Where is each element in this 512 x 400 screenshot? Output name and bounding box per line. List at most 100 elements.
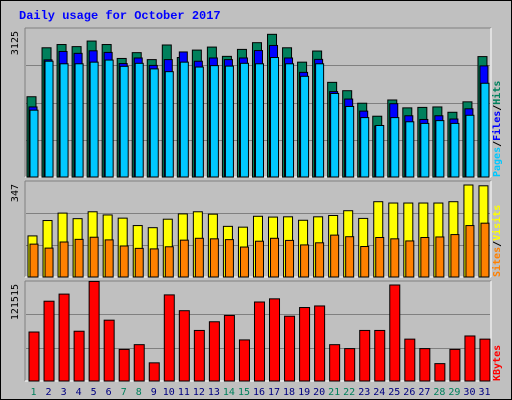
kbytes-bar — [299, 307, 311, 382]
pages-bar — [390, 117, 400, 178]
day-label: 18 — [283, 387, 295, 398]
panel-1-series-label: Sites/Visits — [491, 205, 503, 277]
day-label: 2 — [46, 387, 52, 398]
kbytes-bar — [178, 310, 190, 382]
kbytes-bar — [314, 305, 326, 382]
day-label: 22 — [343, 387, 355, 398]
sites-bar — [119, 245, 129, 278]
panel-0-series-label: Pages/Files/Hits — [491, 81, 503, 177]
sites-bar — [270, 237, 280, 278]
pages-bar — [239, 62, 249, 178]
sites-bar — [209, 238, 219, 278]
day-label: 5 — [91, 387, 97, 398]
pages-bar — [420, 122, 430, 178]
sites-bar — [450, 234, 460, 278]
kbytes-bar — [449, 348, 461, 382]
kbytes-bar — [329, 344, 341, 382]
panel-2-series-label: KBytes — [492, 345, 503, 381]
sites-bar — [164, 246, 174, 278]
pages-bar — [209, 65, 219, 178]
day-label: 30 — [463, 387, 475, 398]
day-label: 16 — [253, 387, 265, 398]
kbytes-bar — [344, 348, 356, 382]
pages-bar — [164, 71, 174, 178]
pages-bar — [285, 63, 295, 178]
pages-bar — [29, 109, 39, 178]
kbytes-bar — [133, 344, 145, 382]
pages-bar — [345, 105, 355, 178]
sites-bar — [74, 238, 84, 278]
chart-title: Daily usage for October 2017 — [19, 9, 221, 23]
sites-bar — [465, 225, 475, 278]
day-label: 12 — [193, 387, 205, 398]
day-label: 14 — [223, 387, 235, 398]
pages-bar — [315, 63, 325, 178]
sites-bar — [149, 248, 159, 278]
sites-bar — [254, 240, 264, 278]
pages-bar — [330, 92, 340, 178]
day-label: 9 — [151, 387, 157, 398]
kbytes-bar — [103, 319, 115, 382]
sites-bar — [59, 241, 69, 278]
kbytes-bar — [148, 362, 160, 382]
kbytes-bar — [208, 321, 220, 382]
series-label-kbytes: KBytes — [492, 345, 503, 381]
pages-bar — [450, 122, 460, 178]
panel-0-ymax-label: 3125 — [10, 31, 21, 55]
kbytes-bar — [284, 315, 296, 382]
kbytes-bar — [404, 338, 416, 382]
sites-bar — [224, 239, 234, 278]
day-label: 11 — [178, 387, 190, 398]
day-label: 21 — [328, 387, 340, 398]
kbytes-bar — [193, 329, 205, 382]
series-label-pages: Pages — [492, 147, 503, 177]
pages-bar — [194, 66, 204, 178]
day-label: 25 — [388, 387, 400, 398]
pages-bar — [74, 63, 84, 178]
sites-bar — [345, 236, 355, 278]
kbytes-bar — [58, 293, 70, 382]
sites-bar — [44, 247, 54, 278]
pages-bar — [224, 65, 234, 178]
kbytes-bar — [88, 280, 100, 382]
day-label: 24 — [373, 387, 385, 398]
pages-bar — [270, 57, 280, 178]
kbytes-bar — [28, 331, 40, 382]
pages-bar — [465, 114, 475, 178]
series-label-visits: Visits — [491, 205, 503, 241]
day-label: 23 — [358, 387, 370, 398]
sites-bar — [405, 240, 415, 278]
pages-bar — [480, 82, 490, 178]
kbytes-bar — [479, 338, 491, 382]
day-label: 28 — [433, 387, 445, 398]
kbytes-bar — [389, 284, 401, 382]
kbytes-bar — [464, 335, 476, 382]
sites-bar — [435, 236, 445, 278]
day-label: 3 — [61, 387, 67, 398]
pages-bar — [254, 63, 264, 178]
day-label: 10 — [163, 387, 175, 398]
kbytes-bar — [163, 294, 175, 382]
sites-bar — [29, 243, 39, 278]
kbytes-bar — [359, 329, 371, 382]
kbytes-bar — [73, 330, 85, 382]
day-label: 31 — [478, 387, 490, 398]
series-label-files: Files — [491, 111, 503, 141]
sites-bar — [285, 239, 295, 278]
pages-bar — [375, 124, 385, 178]
sites-bar — [89, 236, 99, 278]
sites-bar — [390, 238, 400, 278]
series-label-slash: / — [492, 241, 503, 247]
series-label-slash: / — [492, 141, 503, 147]
pages-bar — [360, 117, 370, 178]
sites-bar — [179, 239, 189, 278]
day-label: 20 — [313, 387, 325, 398]
day-label: 26 — [403, 387, 415, 398]
day-label: 15 — [238, 387, 250, 398]
panel-2-ymax-label: 121515 — [10, 284, 21, 320]
day-label: 6 — [106, 387, 112, 398]
kbytes-bar — [434, 363, 446, 382]
day-label: 29 — [448, 387, 460, 398]
